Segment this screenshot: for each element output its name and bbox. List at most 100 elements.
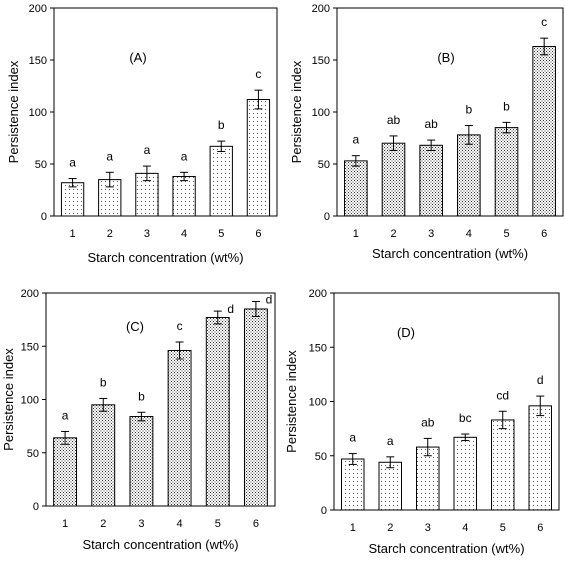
x-tick-label: 1: [62, 518, 68, 530]
y-tick-label: 200: [309, 288, 327, 300]
y-tick-label: 50: [27, 448, 39, 460]
bar: [246, 99, 271, 217]
chart-panel-d: 0 50 100 150 200 a 1 a 2 ab 3 bc 4 cd 5 d 6 (D) Starch con…: [284, 288, 560, 556]
significance-label: ab: [424, 117, 438, 131]
bar: [491, 419, 515, 511]
significance-label: a: [69, 156, 76, 170]
bar: [378, 461, 402, 511]
y-tick-label: 150: [312, 55, 330, 67]
significance-label: c: [255, 67, 261, 81]
x-tick-label: 6: [541, 228, 547, 240]
x-tick-label: 4: [177, 518, 183, 530]
x-tick-label: 1: [353, 228, 359, 240]
chart-panel-a: 0 50 100 150 200 a 1 a 2 a 3 a 4 b 5 c 6 (A) Starch concen…: [6, 3, 278, 265]
bar: [453, 436, 477, 511]
significance-label: d: [537, 373, 544, 387]
panel-label: (C): [126, 319, 144, 334]
x-tick-label: 1: [350, 522, 356, 534]
y-tick-label: 100: [312, 107, 330, 119]
x-tick-label: 6: [537, 522, 543, 534]
plot-frame: [45, 292, 276, 507]
x-tick-label: 2: [100, 518, 106, 530]
significance-label: a: [352, 133, 359, 147]
bar: [528, 405, 552, 511]
chart-panel-c: 0 50 100 150 200 a 1 b 2 b 3 c 4 d 5 d 6 (C) Starch concen…: [1, 288, 276, 552]
y-tick-label: 0: [321, 505, 327, 517]
bar: [344, 160, 368, 217]
y-tick-label: 200: [21, 288, 39, 300]
panel-label: (B): [437, 50, 454, 65]
significance-label: ab: [421, 415, 435, 429]
x-tick-label: 5: [218, 228, 224, 240]
x-tick-label: 3: [428, 228, 434, 240]
plot-frame: [53, 7, 278, 217]
y-tick-label: 100: [29, 107, 47, 119]
x-tick-label: 4: [181, 228, 187, 240]
x-tick-label: 2: [390, 228, 396, 240]
bar: [419, 144, 443, 217]
significance-label: ab: [387, 113, 401, 127]
x-axis-label: Starch concentration (wt%): [82, 537, 238, 552]
y-axis-label: Persistence index: [284, 350, 299, 453]
y-tick-label: 50: [318, 159, 330, 171]
significance-label: a: [349, 431, 356, 445]
bar: [243, 308, 268, 507]
bar: [129, 416, 154, 507]
chart-panel-b: 0 50 100 150 200 a 1 ab 2 ab 3 b 4 b 5 c 6 (B) Starch conc…: [289, 3, 564, 261]
x-tick-label: 4: [462, 522, 468, 534]
bar: [457, 134, 481, 217]
significance-label: a: [106, 149, 113, 163]
x-tick-label: 3: [144, 228, 150, 240]
significance-label: d: [227, 302, 234, 316]
x-axis-label: Starch concentration (wt%): [372, 246, 528, 261]
bar: [381, 142, 406, 217]
y-tick-label: 200: [29, 3, 47, 15]
significance-label: a: [181, 149, 188, 163]
x-tick-label: 1: [70, 228, 76, 240]
significance-label: a: [62, 408, 69, 422]
significance-label: c: [177, 319, 183, 333]
x-tick-label: 5: [215, 518, 221, 530]
panel-label: (A): [129, 50, 146, 65]
significance-label: b: [503, 99, 510, 113]
x-tick-label: 2: [107, 228, 113, 240]
significance-label: b: [218, 118, 225, 132]
y-tick-label: 0: [324, 211, 330, 223]
x-tick-label: 5: [503, 228, 509, 240]
x-tick-label: 4: [466, 228, 472, 240]
bar: [205, 316, 230, 507]
significance-label: cd: [496, 388, 509, 402]
significance-label: c: [541, 15, 547, 29]
y-tick-label: 100: [21, 395, 39, 407]
y-tick-label: 150: [21, 341, 39, 353]
bar: [91, 404, 116, 507]
significance-label: d: [266, 293, 273, 307]
significance-label: bc: [459, 411, 472, 425]
x-tick-label: 2: [387, 522, 393, 534]
bar: [172, 175, 196, 217]
y-axis-label: Persistence index: [1, 348, 16, 451]
significance-label: a: [144, 143, 151, 157]
y-tick-label: 50: [35, 159, 47, 171]
y-axis-label: Persistence index: [289, 60, 304, 163]
y-tick-label: 0: [33, 501, 39, 513]
y-tick-label: 0: [41, 211, 47, 223]
y-tick-label: 150: [29, 55, 47, 67]
x-tick-label: 3: [138, 518, 144, 530]
panel-label: (D): [397, 325, 415, 340]
significance-label: a: [387, 434, 394, 448]
significance-label: b: [465, 103, 472, 117]
x-axis-label: Starch concentration (wt%): [368, 541, 524, 556]
significance-label: b: [100, 375, 107, 389]
bar: [60, 182, 85, 217]
bar: [341, 458, 365, 511]
x-tick-label: 5: [500, 522, 506, 534]
bar: [532, 45, 556, 217]
y-tick-label: 150: [309, 342, 327, 354]
x-tick-label: 6: [253, 518, 259, 530]
plot-frame: [333, 292, 560, 511]
y-tick-label: 200: [312, 3, 330, 15]
bar: [494, 127, 519, 217]
x-tick-label: 6: [255, 228, 261, 240]
